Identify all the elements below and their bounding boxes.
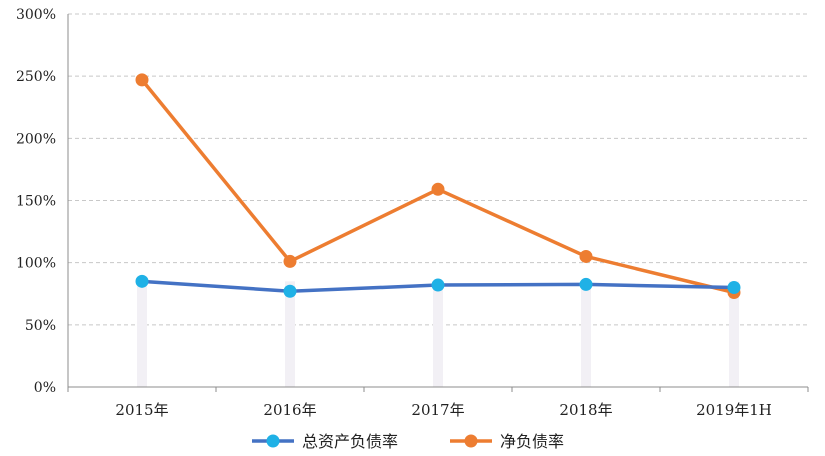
- data-point: [579, 277, 593, 291]
- axes: [67, 14, 809, 392]
- x-tick-labels: 2015年 2016年 2017年 2018年 2019年1H: [115, 401, 772, 419]
- y-tick-labels: 0% 50% 100% 150% 200% 250% 300%: [16, 7, 56, 396]
- legend: 总资产负债率 净负债率: [252, 432, 564, 451]
- data-point: [283, 284, 297, 298]
- legend-label: 净负债率: [500, 432, 564, 451]
- series: [135, 73, 741, 300]
- x-tick-label: 2019年1H: [696, 401, 772, 419]
- legend-label: 总资产负债率: [302, 432, 398, 451]
- x-tick-label: 2015年: [115, 401, 168, 419]
- data-point: [135, 73, 149, 87]
- category-shadow: [137, 281, 147, 387]
- category-shadow: [729, 281, 739, 387]
- x-tick-label: 2018年: [559, 401, 612, 419]
- legend-swatch-marker: [464, 434, 478, 448]
- gridlines: [68, 13, 808, 326]
- y-tick-label: 250%: [16, 69, 56, 85]
- y-tick-label: 50%: [25, 318, 56, 334]
- category-shadow: [433, 281, 443, 387]
- data-point: [579, 249, 593, 263]
- x-tick-label: 2016年: [263, 401, 316, 419]
- data-point: [135, 274, 149, 288]
- y-tick-label: 200%: [16, 131, 56, 147]
- data-point: [283, 254, 297, 268]
- x-tick-label: 2017年: [411, 401, 464, 419]
- y-tick-label: 300%: [16, 7, 56, 23]
- legend-swatch-marker: [266, 434, 280, 448]
- data-point: [431, 182, 445, 196]
- category-shadows: [137, 281, 739, 387]
- category-shadow: [581, 281, 591, 387]
- y-tick-label: 150%: [16, 194, 56, 210]
- y-tick-label: 0%: [34, 380, 56, 396]
- data-point: [727, 281, 741, 295]
- category-shadow: [285, 281, 295, 387]
- data-point: [431, 278, 445, 292]
- y-tick-label: 100%: [16, 256, 56, 272]
